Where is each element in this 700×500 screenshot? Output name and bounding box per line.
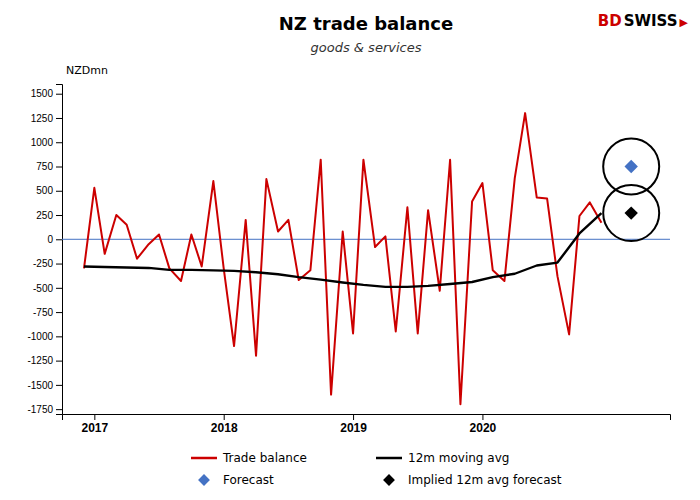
y-tick-mark [56,142,62,143]
y-tick: -1750 [27,404,62,415]
y-tick: -1250 [27,355,62,366]
y-tick-mark [56,239,62,240]
x-tick-mark [482,414,483,420]
legend-swatch [198,474,210,486]
legend-item: Implied 12m avg forecast [383,473,562,487]
line [84,213,601,287]
y-tick-label: -1250 [27,355,53,366]
y-axis-line [56,85,63,415]
legend: Trade balance 12m moving avg Forecast Impli… [191,451,562,487]
legend-item: Trade balance [191,451,307,465]
y-tick-label: 1500 [31,88,54,99]
y-tick-label: -1750 [27,404,53,415]
y-tick-label: 500 [36,185,53,196]
y-tick: 1250 [31,113,62,124]
y-axis: -1750 -1500 -1250 -1000 -750 -500 -250 0 250 500 7… [27,85,62,415]
legend-swatch [191,457,217,460]
y-tick-label: -1000 [27,331,53,342]
legend-label: Trade balance [222,451,307,465]
y-tick-mark [56,312,62,313]
y-tick-label: 250 [36,210,53,221]
y-tick: -750 [33,307,62,318]
y-tick: 1000 [31,137,62,148]
y-tick-mark [56,191,62,192]
y-tick-mark [56,288,62,289]
highlight-ring [603,139,659,195]
y-tick: -1500 [27,380,62,391]
x-tick-mark [353,414,354,420]
chart: NZ trade balance goods & services BDSWISS▶… [0,0,700,500]
legend-label: Forecast [223,473,274,487]
highlight-ring [603,185,659,241]
y-tick-mark [56,409,62,410]
legend-swatch [383,474,395,486]
x-tick-label: 2020 [470,421,497,435]
y-tick-mark [56,385,62,386]
y-tick-label: -250 [33,258,53,269]
logo-text: ▶ [680,16,689,29]
x-tick-mark [94,414,95,420]
y-tick-label: -1500 [27,380,53,391]
y-tick-mark [56,94,62,95]
logo-text: SWISS [624,12,678,30]
y-tick-label: 1250 [31,113,54,124]
point [624,206,637,219]
x-axis-line [63,415,671,421]
y-tick: 250 [36,210,62,221]
legend-label: Implied 12m avg forecast [408,473,562,487]
y-tick: -250 [33,258,62,269]
legend-swatch [376,457,402,460]
y-tick-label: -750 [33,307,53,318]
y-tick: 0 [47,234,62,245]
x-tick: 2020 [470,414,497,435]
x-tick-mark [224,414,225,420]
y-tick-mark [56,361,62,362]
y-tick-label: 1000 [31,137,54,148]
x-tick: 2018 [211,414,238,435]
y-tick: -1000 [27,331,62,342]
plot-area [62,113,670,404]
y-tick: -500 [33,283,62,294]
x-tick: 2019 [340,414,367,435]
title: NZ trade balance [279,13,453,34]
y-tick-mark [56,118,62,119]
legend-label: 12m moving avg [408,451,509,465]
point [624,160,637,173]
y-tick-mark [56,264,62,265]
subtitle: goods & services [311,40,422,55]
y-tick-label: 0 [47,234,53,245]
logo-text: BD [598,12,622,30]
y-tick-label: -500 [33,283,53,294]
legend-item: 12m moving avg [376,451,509,465]
legend-item: Forecast [198,473,274,487]
y-tick-mark [56,167,62,168]
y-tick-mark [56,215,62,216]
y-axis-label: NZDmn [66,64,108,77]
y-tick: 750 [36,161,62,172]
x-tick: 2017 [81,414,108,435]
y-tick-mark [56,336,62,337]
x-axis: 2017 2018 2019 2020 [63,414,671,435]
y-tick: 1500 [31,88,62,99]
y-tick-label: 750 [36,161,53,172]
line [84,113,601,404]
x-tick-label: 2017 [81,421,108,435]
y-tick: 500 [36,185,62,196]
logo: BDSWISS▶ [598,12,689,30]
x-tick-label: 2019 [340,421,367,435]
x-tick-label: 2018 [211,421,238,435]
